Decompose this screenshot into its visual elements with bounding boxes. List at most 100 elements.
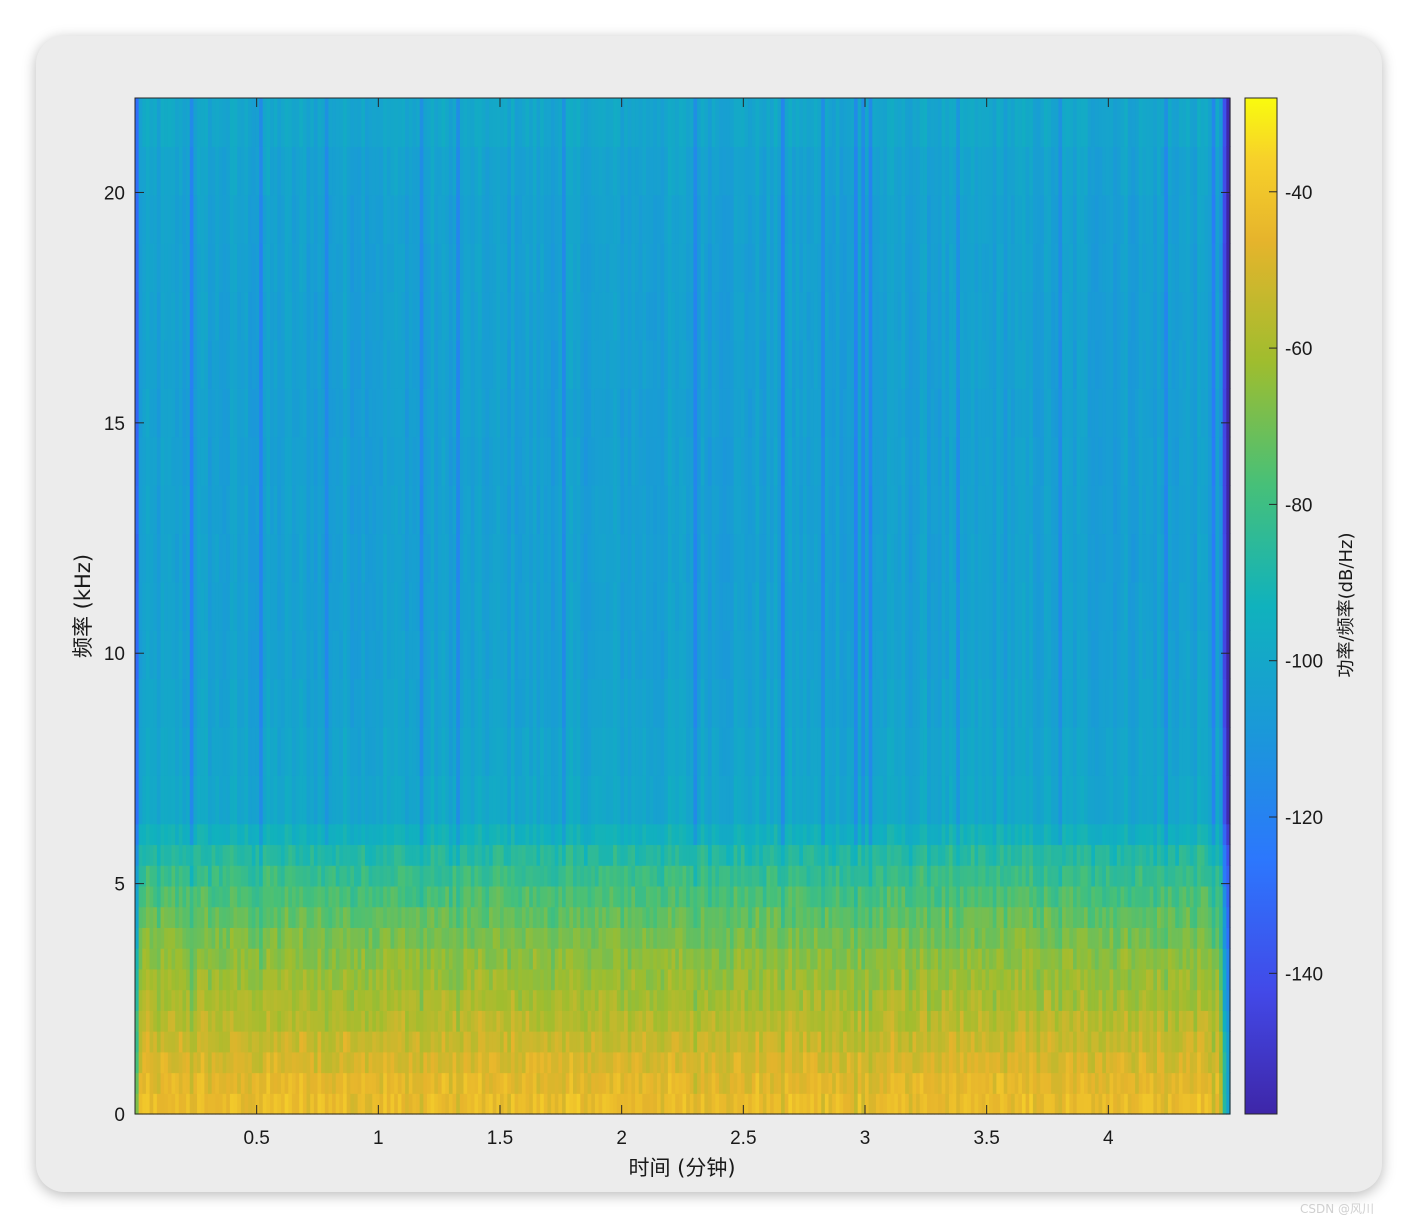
spectrogram-cell — [153, 146, 158, 196]
spectrogram-cell — [470, 1093, 476, 1115]
spectrogram-cell — [317, 775, 322, 825]
spectrogram-cell — [156, 485, 162, 535]
spectrogram-cell — [576, 194, 581, 244]
spectrogram-cell — [733, 1051, 738, 1074]
spectrogram-cell — [675, 823, 680, 846]
spectrogram-cell — [459, 194, 465, 244]
spectrogram-cell — [675, 581, 680, 631]
spectrogram-cell — [251, 726, 257, 776]
spectrogram-cell — [361, 581, 366, 631]
spectrogram-cell — [379, 98, 384, 147]
spectrogram-cell — [226, 98, 231, 147]
spectrogram-cell — [328, 989, 333, 1011]
spectrogram-cell — [459, 98, 465, 147]
spectrogram-cell — [233, 865, 238, 887]
spectrogram-cell — [255, 844, 260, 866]
spectrogram-cell — [397, 291, 403, 341]
spectrogram-cell — [332, 436, 337, 486]
spectrogram-cell — [452, 865, 457, 887]
spectrogram-cell — [700, 243, 705, 293]
spectrogram-cell — [397, 339, 403, 389]
spectrogram-cell — [408, 1072, 413, 1094]
spectrogram-cell — [153, 485, 158, 535]
spectrogram-cell — [667, 865, 673, 887]
spectrogram-cell — [229, 194, 235, 244]
spectrogram-cell — [218, 291, 224, 341]
spectrogram-cell — [755, 906, 760, 928]
spectrogram-cell — [726, 989, 731, 1011]
spectrogram-cell — [427, 1072, 432, 1094]
spectrogram-cell — [481, 339, 486, 389]
spectrogram-cell — [470, 146, 476, 196]
spectrogram-cell — [335, 1010, 340, 1032]
spectrogram-cell — [135, 243, 140, 293]
spectrogram-cell — [594, 989, 600, 1011]
spectrogram-cell — [638, 388, 643, 438]
spectrogram-cell — [251, 98, 257, 147]
spectrogram-cell — [200, 1051, 205, 1074]
spectrogram-cell — [521, 775, 527, 825]
spectrogram-cell — [160, 844, 165, 866]
spectrogram-cell — [386, 1093, 392, 1115]
spectrogram-cell — [562, 865, 567, 887]
spectrogram-cell — [580, 1093, 585, 1115]
spectrogram-cell — [543, 885, 549, 908]
spectrogram-cell — [281, 485, 286, 535]
spectrogram-cell — [317, 388, 322, 438]
spectrogram-cell — [321, 844, 326, 866]
spectrogram-cell — [354, 1072, 359, 1094]
spectrogram-cell — [448, 339, 454, 389]
spectrogram-cell — [397, 194, 403, 244]
spectrogram-cell — [481, 989, 486, 1011]
spectrogram-cell — [405, 678, 410, 728]
spectrogram-cell — [394, 243, 399, 293]
spectrogram-cell — [562, 927, 567, 949]
spectrogram-cell — [558, 948, 563, 970]
spectrogram-cell — [266, 388, 271, 438]
spectrogram-cell — [682, 844, 687, 866]
spectrogram-cell — [719, 823, 724, 846]
spectrogram-cell — [598, 1051, 603, 1074]
spectrogram-cell — [518, 678, 523, 728]
spectrogram-cell — [489, 885, 494, 908]
spectrogram-cell — [167, 968, 173, 991]
spectrogram-cell — [401, 1031, 406, 1053]
spectrogram-cell — [536, 533, 541, 583]
spectrogram-cell — [459, 885, 465, 908]
spectrogram-cell — [375, 844, 381, 866]
spectrogram-cell — [164, 1010, 169, 1032]
spectrogram-cell — [343, 906, 348, 928]
spectrogram-cell — [624, 844, 629, 866]
spectrogram-cell — [361, 98, 366, 147]
spectrogram-cell — [507, 927, 512, 949]
spectrogram-cell — [755, 844, 760, 866]
spectrogram-cell — [751, 533, 757, 583]
spectrogram-cell — [551, 927, 556, 949]
spectrogram-cell — [335, 339, 340, 389]
spectrogram-cell — [171, 927, 176, 949]
spectrogram-cell — [540, 906, 545, 928]
spectrogram-cell — [412, 388, 417, 438]
spectrogram-cell — [609, 948, 614, 970]
spectrogram-cell — [518, 1010, 523, 1032]
spectrogram-cell — [518, 1031, 523, 1053]
spectrogram-cell — [434, 927, 439, 949]
spectrogram-cell — [357, 436, 362, 486]
spectrogram-cell — [529, 1093, 534, 1115]
spectrogram-cell — [248, 485, 253, 535]
spectrogram-cell — [368, 1093, 373, 1115]
spectrogram-cell — [364, 948, 370, 970]
spectrogram-cell — [310, 1093, 315, 1115]
spectrogram-cell — [343, 98, 348, 147]
spectrogram-cell — [744, 968, 749, 991]
spectrogram-cell — [737, 581, 742, 631]
spectrogram-cell — [726, 948, 731, 970]
spectrogram-cell — [751, 630, 757, 680]
spectrogram-cell — [729, 339, 735, 389]
spectrogram-cell — [569, 844, 574, 866]
spectrogram-cell — [328, 581, 333, 631]
spectrogram-cell — [171, 1010, 176, 1032]
spectrogram-cell — [580, 906, 585, 928]
spectrogram-cell — [583, 98, 589, 147]
spectrogram-cell — [616, 927, 622, 949]
